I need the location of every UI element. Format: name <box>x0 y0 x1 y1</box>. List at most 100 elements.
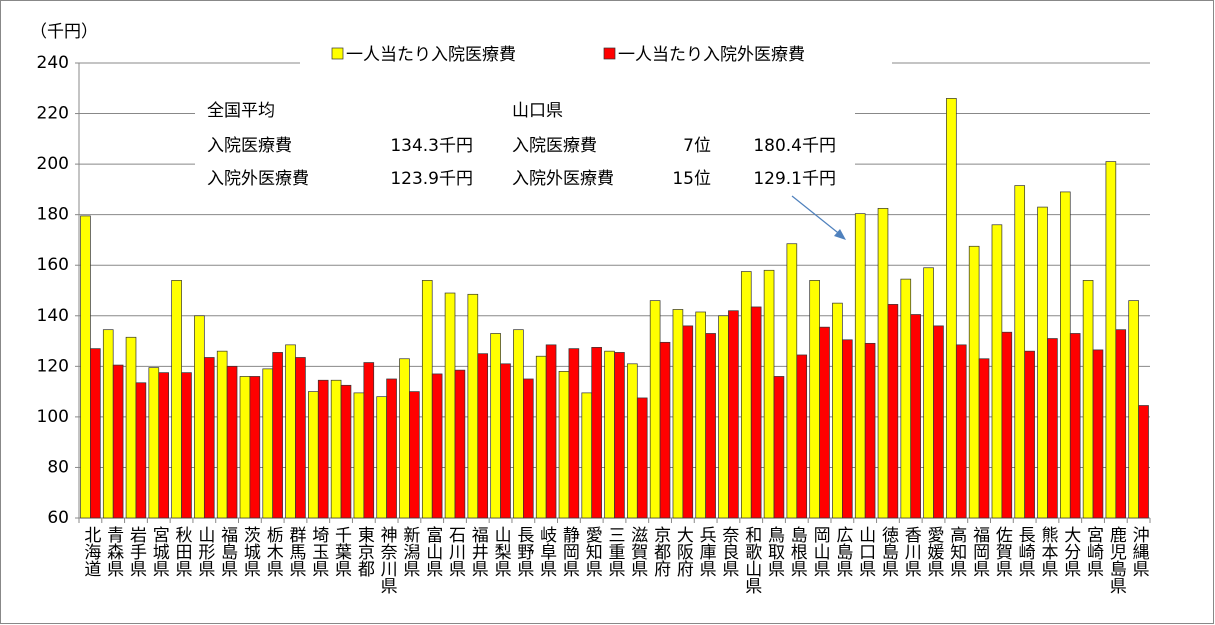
bar <box>545 344 557 519</box>
bar <box>523 378 534 519</box>
x-tick-label: 山形県 <box>194 526 215 577</box>
x-tick-label: 宮崎県 <box>1083 526 1104 577</box>
x-tick-label: 大分県 <box>1060 526 1081 577</box>
bar <box>535 355 547 519</box>
bar <box>581 392 593 519</box>
bar <box>194 315 205 519</box>
bar <box>910 314 921 519</box>
x-tick-label: 和歌山県 <box>741 526 762 594</box>
bar <box>955 344 967 519</box>
bar <box>1069 333 1081 519</box>
bar <box>226 365 238 519</box>
bar <box>467 293 479 519</box>
x-tick-label: 高知県 <box>946 526 967 577</box>
bar <box>842 339 853 519</box>
arrow-head <box>834 229 846 240</box>
x-tick-label: 奈良県 <box>718 526 739 577</box>
bar <box>363 362 375 519</box>
bar <box>80 215 91 519</box>
bar <box>728 310 739 519</box>
bar <box>102 329 114 519</box>
x-tick-label: 三重県 <box>605 526 626 577</box>
bar <box>773 376 785 519</box>
bar <box>421 280 433 519</box>
x-tick-label: 東京都 <box>354 526 375 577</box>
annotation-rank: 15位 <box>672 169 711 189</box>
bar <box>1082 280 1094 519</box>
bar <box>203 357 215 519</box>
arrow <box>791 195 843 237</box>
x-tick-label: 島根県 <box>787 526 808 577</box>
bar <box>308 391 319 519</box>
legend-swatch <box>603 47 616 60</box>
bar <box>968 245 980 519</box>
bar <box>431 373 443 519</box>
x-tick-label: 香川県 <box>901 526 922 577</box>
annotation-label: 入院医療費 <box>512 136 597 156</box>
x-tick-label: 神奈川県 <box>377 526 398 594</box>
bar <box>90 348 101 519</box>
x-tick-label: 愛知県 <box>582 526 603 577</box>
annotation-bg <box>195 96 855 196</box>
bar <box>513 329 524 519</box>
bar <box>750 306 762 519</box>
x-tick-label: 富山県 <box>422 526 443 577</box>
bar <box>933 325 944 519</box>
annotation-label: 入院外医療費 <box>512 169 614 189</box>
bar <box>695 311 706 519</box>
y-tick-label: 80 <box>47 457 69 477</box>
bar <box>1115 329 1127 519</box>
bar <box>614 352 625 519</box>
x-tick-label: 福井県 <box>468 526 489 577</box>
annotation-title: 全国平均 <box>207 101 275 121</box>
annotation-value: 129.1千円 <box>753 169 836 189</box>
bar <box>171 280 182 519</box>
x-tick-label: 岩手県 <box>126 526 147 577</box>
bar <box>376 396 387 519</box>
bar <box>591 347 602 519</box>
bar <box>740 271 752 519</box>
bar <box>500 363 511 519</box>
x-tick-label: 愛媛県 <box>924 526 945 577</box>
bar <box>627 363 638 519</box>
bar <box>978 358 990 519</box>
bar <box>181 372 192 519</box>
annotation-rank: 7位 <box>683 136 711 156</box>
x-tick-label: 青森県 <box>103 526 124 577</box>
bar <box>490 333 501 519</box>
bar <box>705 333 716 519</box>
x-tick-label: 北海道 <box>80 526 101 577</box>
bar <box>832 302 843 519</box>
x-tick-label: 鹿児島県 <box>1106 526 1127 594</box>
x-tick-label: 福岡県 <box>969 526 990 577</box>
bar <box>1047 338 1058 519</box>
y-tick-label: 60 <box>47 508 69 528</box>
bar <box>112 364 124 519</box>
bar <box>409 391 420 519</box>
bar <box>1105 161 1117 519</box>
bar <box>649 300 661 519</box>
y-tick-label: 200 <box>37 154 69 174</box>
bar <box>295 357 306 519</box>
bar <box>1024 350 1035 519</box>
bar <box>285 344 296 519</box>
x-tick-label: 滋賀県 <box>627 526 648 577</box>
x-tick-label: 宮城県 <box>149 526 170 577</box>
bar <box>819 326 830 519</box>
bar <box>923 267 934 519</box>
bar <box>1060 191 1071 519</box>
x-tick-label: 鳥取県 <box>764 526 785 577</box>
bar <box>158 372 169 519</box>
bar <box>864 342 876 519</box>
legend-swatch <box>331 47 344 60</box>
bar <box>249 376 261 519</box>
bar <box>262 368 274 519</box>
bar <box>125 336 137 519</box>
bar <box>854 213 866 519</box>
y-axis-title: （千円） <box>30 22 98 42</box>
annotation-value: 123.9千円 <box>390 169 473 189</box>
bar <box>1092 349 1104 519</box>
x-tick-label: 京都府 <box>650 526 671 578</box>
bar <box>659 341 671 519</box>
legend-label: 一人当たり入院外医療費 <box>618 45 805 65</box>
